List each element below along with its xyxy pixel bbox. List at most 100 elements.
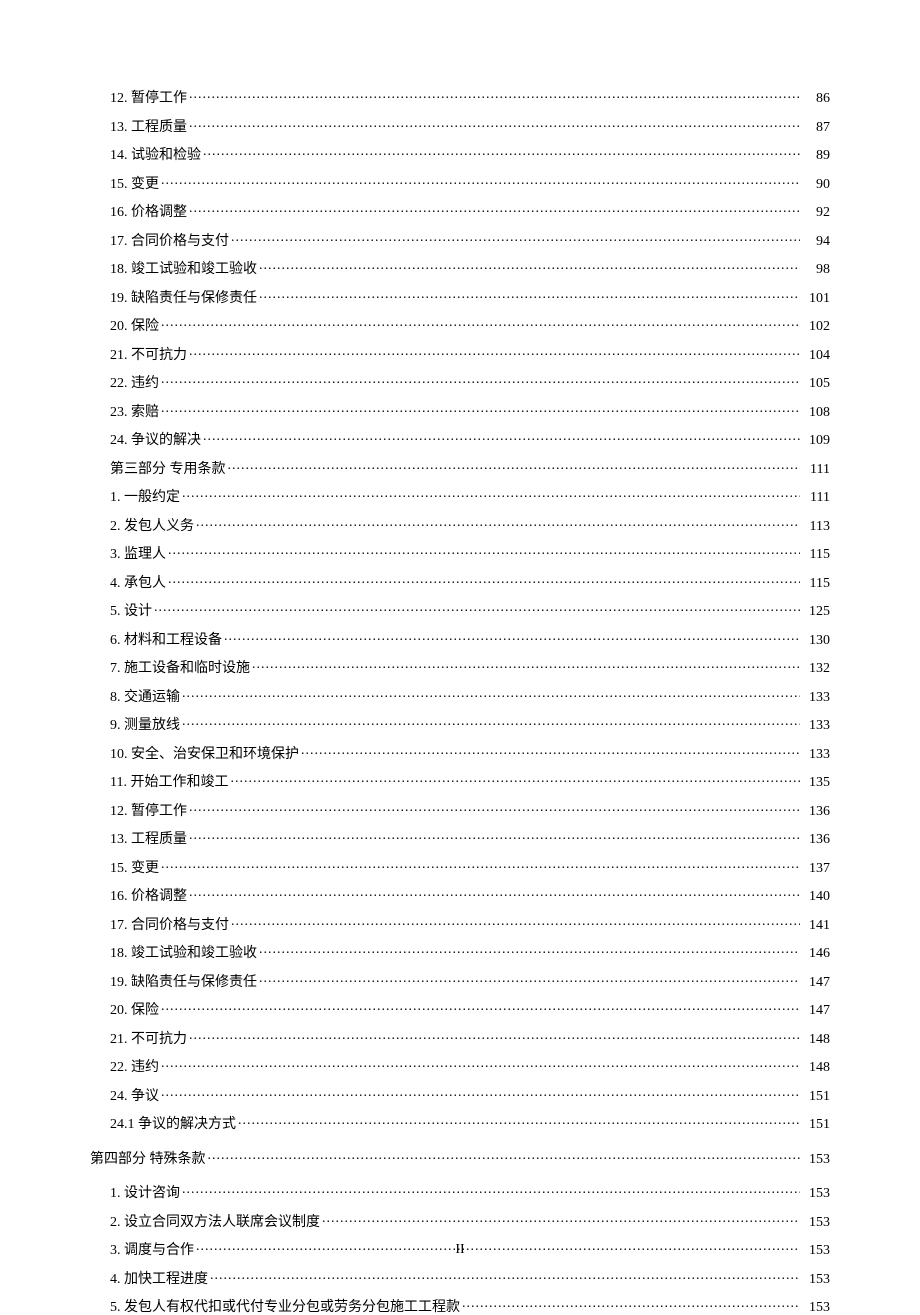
toc-leader-dots xyxy=(462,1297,800,1311)
toc-leader-dots xyxy=(238,1114,800,1128)
toc-leader-dots xyxy=(189,829,800,843)
toc-row: 13. 工程质量87 xyxy=(90,117,830,135)
toc-leader-dots xyxy=(230,772,800,786)
toc-heading-part4: 第四部分 特殊条款 153 xyxy=(90,1149,830,1167)
toc-entry-page: 133 xyxy=(802,719,830,733)
toc-entry-label: 19. 缺陷责任与保修责任 xyxy=(110,976,257,990)
toc-entry-page: 89 xyxy=(802,149,830,163)
toc-entry-page: 136 xyxy=(802,833,830,847)
toc-entry-page: 137 xyxy=(802,862,830,876)
toc-row: 6. 材料和工程设备 130 xyxy=(90,630,830,648)
toc-row: 17. 合同价格与支付 94 xyxy=(90,231,830,249)
toc-entry-page: 153 xyxy=(802,1216,830,1230)
toc-entry-label: 5. 设计 xyxy=(110,605,152,619)
toc-row: 23. 索赔108 xyxy=(90,402,830,420)
toc-entry-label: 6. 材料和工程设备 xyxy=(110,634,222,648)
toc-leader-dots xyxy=(161,373,800,387)
toc-leader-dots xyxy=(182,715,800,729)
toc-entry-label: 2. 发包人义务 xyxy=(110,520,194,534)
toc-entry-page: 90 xyxy=(802,178,830,192)
toc-entry-label: 16. 价格调整 xyxy=(110,890,187,904)
toc-entry-page: 109 xyxy=(802,434,830,448)
toc-leader-dots xyxy=(210,1269,800,1283)
toc-entry-page: 148 xyxy=(802,1033,830,1047)
toc-entry-label: 7. 施工设备和临时设施 xyxy=(110,662,250,676)
toc-entry-label: 11. 开始工作和竣工 xyxy=(110,776,228,790)
toc-row: 20. 保险 102 xyxy=(90,316,830,334)
page-number-footer: II xyxy=(0,1242,920,1258)
toc-entry-page: 153 xyxy=(802,1273,830,1287)
toc-entry-page: 153 xyxy=(802,1187,830,1201)
toc-leader-dots xyxy=(189,202,800,216)
toc-leader-dots xyxy=(208,1149,801,1163)
toc-entry-page: 92 xyxy=(802,206,830,220)
toc-entry-page: 130 xyxy=(802,634,830,648)
toc-entry-label: 13. 工程质量 xyxy=(110,121,187,135)
toc-row: 24. 争议151 xyxy=(90,1086,830,1104)
toc-entry-label: 24. 争议 xyxy=(110,1090,159,1104)
document-page: 12. 暂停工作8613. 工程质量8714. 试验和检验8915. 变更901… xyxy=(0,0,920,1302)
toc-entry-page: 101 xyxy=(802,292,830,306)
toc-entry-label: 15. 变更 xyxy=(110,862,159,876)
toc-leader-dots xyxy=(161,1057,800,1071)
toc-leader-dots xyxy=(259,259,800,273)
toc-leader-dots xyxy=(154,601,800,615)
toc-entry-label: 8. 交通运输 xyxy=(110,691,180,705)
toc-entry-label: 17. 合同价格与支付 xyxy=(110,235,229,249)
toc-entry-label: 2. 设立合同双方法人联席会议制度 xyxy=(110,1216,320,1230)
toc-entry-label: 1. 一般约定 xyxy=(110,491,180,505)
toc-row: 15. 变更 137 xyxy=(90,858,830,876)
toc-row: 22. 违约105 xyxy=(90,373,830,391)
toc-row: 24. 争议的解决109 xyxy=(90,430,830,448)
toc-entry-label: 9. 测量放线 xyxy=(110,719,180,733)
toc-leader-dots xyxy=(189,117,800,131)
toc-row: 15. 变更90 xyxy=(90,174,830,192)
toc-row: 1. 设计咨询153 xyxy=(90,1183,830,1201)
toc-entry-label: 12. 暂停工作 xyxy=(110,92,187,106)
toc-entry-page: 140 xyxy=(802,890,830,904)
toc-leader-dots xyxy=(182,487,800,501)
toc-entry-label: 13. 工程质量 xyxy=(110,833,187,847)
toc-entry-label: 第三部分 专用条款 xyxy=(110,463,226,477)
toc-leader-dots xyxy=(189,886,800,900)
toc-entry-page: 86 xyxy=(802,92,830,106)
toc-row: 19. 缺陷责任与保修责任101 xyxy=(90,288,830,306)
toc-entry-page: 136 xyxy=(802,805,830,819)
toc-entry-page: 125 xyxy=(802,605,830,619)
toc-row: 16. 价格调整 140 xyxy=(90,886,830,904)
toc-leader-dots xyxy=(182,1183,800,1197)
toc-row: 12. 暂停工作136 xyxy=(90,801,830,819)
toc-row: 8. 交通运输133 xyxy=(90,687,830,705)
toc-row: 18. 竣工试验和竣工验收146 xyxy=(90,943,830,961)
toc-entry-page: 141 xyxy=(802,919,830,933)
toc-heading-label: 第四部分 特殊条款 xyxy=(90,1153,206,1167)
toc-row: 12. 暂停工作 86 xyxy=(90,88,830,106)
toc-row: 4. 加快工程进度153 xyxy=(90,1269,830,1287)
toc-entry-page: 135 xyxy=(802,776,830,790)
toc-entry-page: 147 xyxy=(802,1004,830,1018)
toc-entry-page: 111 xyxy=(802,491,830,505)
toc-row: 2. 设立合同双方法人联席会议制度 153 xyxy=(90,1212,830,1230)
toc-entry-page: 102 xyxy=(802,320,830,334)
toc-row: 10. 安全、治安保卫和环境保护133 xyxy=(90,744,830,762)
toc-entry-label: 18. 竣工试验和竣工验收 xyxy=(110,263,257,277)
toc-leader-dots xyxy=(259,943,800,957)
toc-row: 14. 试验和检验89 xyxy=(90,145,830,163)
toc-leader-dots xyxy=(189,1029,800,1043)
toc-entry-label: 23. 索赔 xyxy=(110,406,159,420)
toc-entry-label: 5. 发包人有权代扣或代付专业分包或劳务分包施工工程款 xyxy=(110,1301,460,1315)
toc-row: 22. 违约148 xyxy=(90,1057,830,1075)
toc-entry-label: 21. 不可抗力 xyxy=(110,349,187,363)
toc-entry-page: 153 xyxy=(802,1301,830,1315)
toc-leader-dots xyxy=(161,1000,800,1014)
toc-row: 21. 不可抗力148 xyxy=(90,1029,830,1047)
toc-entry-page: 94 xyxy=(802,235,830,249)
toc-entry-page: 104 xyxy=(802,349,830,363)
toc-entry-page: 151 xyxy=(802,1118,830,1132)
toc-row: 20. 保险 147 xyxy=(90,1000,830,1018)
toc-entry-label: 20. 保险 xyxy=(110,320,159,334)
toc-row: 第三部分 专用条款111 xyxy=(90,459,830,477)
toc-leader-dots xyxy=(301,744,800,758)
toc-entry-label: 20. 保险 xyxy=(110,1004,159,1018)
toc-entry-label: 24.1 争议的解决方式 xyxy=(110,1118,236,1132)
